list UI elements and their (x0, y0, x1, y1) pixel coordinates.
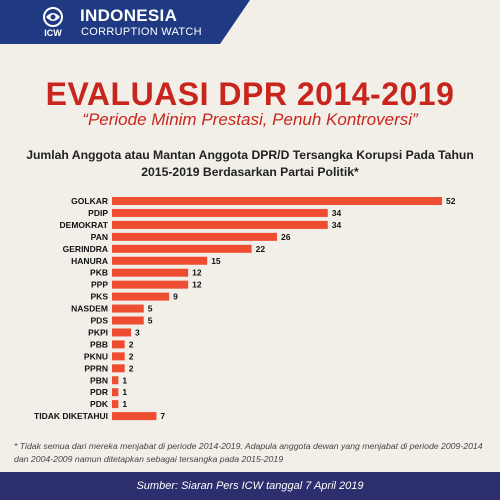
category-label-nasdem: NASDEM (71, 304, 108, 314)
value-label-pbb: 2 (129, 339, 134, 349)
bar-pds (112, 316, 144, 325)
value-label-pbn: 1 (122, 375, 127, 385)
value-label-pdr: 1 (122, 387, 127, 397)
value-label-pdk: 1 (122, 399, 127, 409)
category-label-pdk: PDK (90, 399, 109, 409)
bar-pkpi (112, 328, 132, 337)
value-label-demokrat: 34 (332, 220, 342, 230)
org-subtitle: CORRUPTION WATCH (81, 26, 202, 38)
value-label-hanura: 15 (211, 256, 221, 266)
value-label-pdip: 34 (332, 208, 342, 218)
logo-text: ICW (44, 28, 62, 38)
category-label-tidak-diketahui: TIDAK DIKETAHUI (34, 411, 108, 421)
bar-pbb (112, 340, 125, 349)
bar-pks (112, 292, 170, 301)
source-footer: Sumber: Siaran Pers ICW tanggal 7 April … (0, 472, 500, 500)
category-label-pprn: PPRN (84, 363, 108, 373)
page-title: EVALUASI DPR 2014-2019 (45, 76, 455, 112)
category-label-pdip: PDIP (88, 208, 108, 218)
value-label-pkpi: 3 (135, 327, 140, 337)
bar-pkb (112, 268, 189, 277)
bar-nasdem (112, 304, 144, 313)
org-name: INDONESIA (80, 6, 178, 25)
value-label-pprn: 2 (129, 363, 134, 373)
value-label-pks: 9 (173, 292, 178, 302)
value-label-pan: 26 (281, 232, 291, 242)
category-label-pkpi: PKPI (88, 327, 108, 337)
value-label-nasdem: 5 (148, 304, 153, 314)
category-label-pds: PDS (91, 316, 109, 326)
bar-pdip (112, 208, 328, 217)
icw-logo: ICW (43, 7, 63, 38)
footnote: * Tidak semua dari mereka menjabat di pe… (14, 441, 483, 464)
value-label-ppp: 12 (192, 280, 202, 290)
bar-pan (112, 232, 277, 241)
category-label-golkar: GOLKAR (71, 196, 108, 206)
bar-demokrat (112, 220, 328, 229)
value-label-pkb: 12 (192, 268, 202, 278)
category-label-hanura: HANURA (71, 256, 108, 266)
bar-pdk (112, 400, 119, 409)
bar-gerindra (112, 244, 252, 253)
category-label-pan: PAN (91, 232, 108, 242)
bar-hanura (112, 256, 208, 265)
value-label-gerindra: 22 (256, 244, 266, 254)
value-label-pknu: 2 (129, 351, 134, 361)
bar-ppp (112, 280, 189, 289)
category-label-pknu: PKNU (84, 351, 108, 361)
value-label-tidak-diketahui: 7 (160, 411, 165, 421)
category-label-pks: PKS (91, 292, 109, 302)
category-label-pkb: PKB (90, 268, 108, 278)
bar-golkar (112, 197, 442, 205)
page-subtitle: “Periode Minim Prestasi, Penuh Kontrover… (82, 110, 418, 129)
bar-tidak-diketahui (112, 412, 157, 421)
category-label-ppp: PPP (91, 280, 108, 290)
category-label-gerindra: GERINDRA (63, 244, 108, 254)
value-label-golkar: 52 (446, 196, 456, 206)
chart-title: Jumlah Anggota atau Mantan Anggota DPR/D… (26, 148, 474, 179)
value-label-pds: 5 (148, 316, 153, 326)
bar-pprn (112, 364, 125, 373)
bar-pbn (112, 376, 119, 385)
category-label-demokrat: DEMOKRAT (60, 220, 109, 230)
header-banner (0, 0, 250, 44)
category-label-pdr: PDR (90, 387, 108, 397)
bar-pknu (112, 352, 125, 361)
category-label-pbn: PBN (90, 375, 108, 385)
bar-pdr (112, 388, 119, 397)
category-label-pbb: PBB (90, 339, 108, 349)
